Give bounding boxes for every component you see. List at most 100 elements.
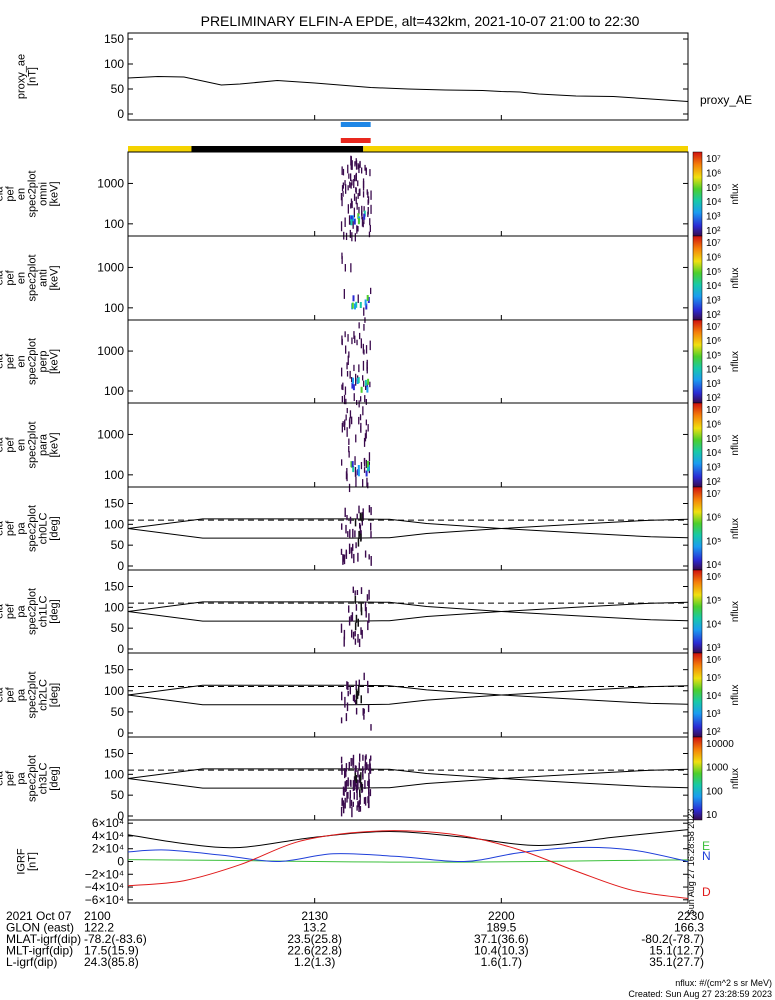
spectrogram-pixel: [359, 302, 362, 308]
spectrogram-pixel: [360, 462, 363, 470]
spectrogram-pixel: [357, 193, 359, 199]
spectrogram-pixel: [350, 182, 352, 189]
spectrogram-pixel: [341, 384, 343, 390]
ytick-label: 4×10⁴: [92, 829, 124, 843]
spectrogram-pixel: [357, 226, 359, 232]
pitch-pixel: [349, 779, 352, 786]
ylabel-line: [keV]: [49, 181, 61, 206]
proxy-ae-line: [127, 75, 689, 102]
ylabel-line: pef: [5, 185, 17, 201]
spectrogram-pixel: [346, 362, 348, 370]
igrf-series-line: [127, 846, 689, 863]
spectrogram-pixel: [357, 470, 360, 477]
spectrogram-pixel: [353, 175, 356, 182]
spectrogram-pixel: [355, 301, 358, 308]
pitch-pixel: [342, 786, 345, 796]
pitch-pixel: [361, 513, 363, 522]
spectrogram-pixel: [353, 218, 356, 225]
spectrogram-pixel: [366, 465, 369, 472]
spectrogram-pixel: [364, 379, 367, 386]
colorbar-tick: 10⁴: [706, 560, 721, 571]
orbit-segment-black: [191, 146, 364, 152]
pitch-pixel: [353, 694, 356, 703]
axis-row-value: 2100: [84, 909, 111, 923]
ytick-label: 50: [111, 621, 125, 635]
colorbar-tick: 10⁴: [706, 691, 721, 702]
spectrogram-pixel: [350, 173, 352, 182]
pitch-pixel: [357, 538, 360, 547]
pitch-pixel: [356, 789, 358, 801]
ylabel-line: spec2plot: [27, 254, 39, 301]
pitch-pixel: [345, 549, 347, 557]
spectrogram-pixel: [344, 264, 346, 272]
pitch-pixel: [358, 762, 360, 770]
pitch-pixel: [354, 638, 357, 645]
pitch-pixel: [357, 634, 359, 643]
pitch-pixel: [367, 680, 369, 688]
spectrogram-pixel: [366, 460, 369, 467]
pitch-pixel: [358, 803, 360, 813]
spectrogram-pixel: [345, 184, 347, 194]
pitch-pixel: [362, 508, 364, 519]
spectrogram-pixel: [364, 395, 366, 403]
spectrogram-pixel: [351, 179, 353, 186]
pitch-pixel: [345, 780, 347, 792]
colorbar-tick: 1000: [706, 763, 729, 774]
spectrogram-pixel: [358, 364, 360, 373]
panel-proxy_ae: proxy_ae [nT] 150 100 50 0 proxy_AE: [16, 32, 753, 121]
ylabel-line: spec2plot: [27, 588, 39, 635]
ytick-label: 150: [104, 497, 124, 511]
colorbar: [692, 652, 703, 738]
pitch-pixel: [350, 758, 352, 767]
colorbar-tick: 10⁷: [706, 405, 721, 416]
spectrogram-pixel: [361, 167, 363, 174]
panel-frame: [127, 235, 689, 321]
pitch-pixel: [341, 798, 343, 806]
spectrogram-pixel: [360, 386, 363, 393]
pitch-pixel: [354, 518, 357, 527]
ytick-label: 0: [117, 642, 124, 656]
pitch-pixel: [357, 552, 359, 562]
spectrogram-pixel: [356, 225, 358, 234]
colorbar-title: nflux: [730, 351, 741, 372]
spectrogram-pixel: [366, 386, 369, 393]
spectrogram-pixel: [368, 452, 371, 462]
axis-row-value: 166.3: [674, 921, 704, 935]
pitch-pixel: [359, 789, 361, 798]
spectrogram-pixel: [341, 422, 343, 433]
spectrogram-pixel: [370, 287, 372, 295]
spectrogram-pixel: [353, 179, 355, 189]
spectrogram-pixel: [349, 229, 351, 238]
ylabel-line: pef: [5, 686, 17, 702]
colorbar-title: nflux: [730, 434, 741, 455]
spectrogram-pixel: [354, 161, 356, 167]
orbit-bar: [128, 122, 688, 152]
pitch-pixel: [349, 797, 351, 809]
spectrogram-pixel: [364, 299, 367, 306]
pitch-pixel: [367, 796, 369, 804]
spectrogram-pixel: [365, 429, 367, 439]
pitch-pixel: [346, 681, 348, 690]
spectrogram-pixel: [351, 232, 353, 242]
pitch-pixel: [343, 629, 346, 640]
pitch-pixel: [344, 696, 346, 708]
spectrogram-pixel: [348, 451, 350, 458]
pitch-pixel: [354, 630, 356, 637]
pitch-pixel: [355, 689, 358, 698]
spectrogram-pixel: [343, 394, 346, 405]
panel-en_omni: ela pef en spec2plot omni [keV] 1000 100 10⁷ 10⁶ 1…: [0, 151, 741, 242]
spectrogram-pixel: [353, 393, 355, 401]
colorbar-tick: 10⁵: [706, 350, 721, 361]
spectrogram-pixel: [362, 222, 364, 228]
pitch-pixel: [352, 780, 355, 792]
pitch-pixel: [350, 799, 353, 807]
ytick-label: 100: [104, 468, 124, 482]
spectrogram-pixel: [362, 375, 364, 381]
ytick-label: 150: [104, 663, 124, 677]
spectrogram-pixel: [359, 188, 361, 196]
spectrogram-pixel: [370, 190, 372, 200]
ylabel-line: [deg]: [49, 599, 61, 623]
spectrogram-pixel: [352, 384, 355, 391]
pitch-pixel: [355, 604, 358, 611]
ytick-label: 150: [104, 32, 124, 46]
